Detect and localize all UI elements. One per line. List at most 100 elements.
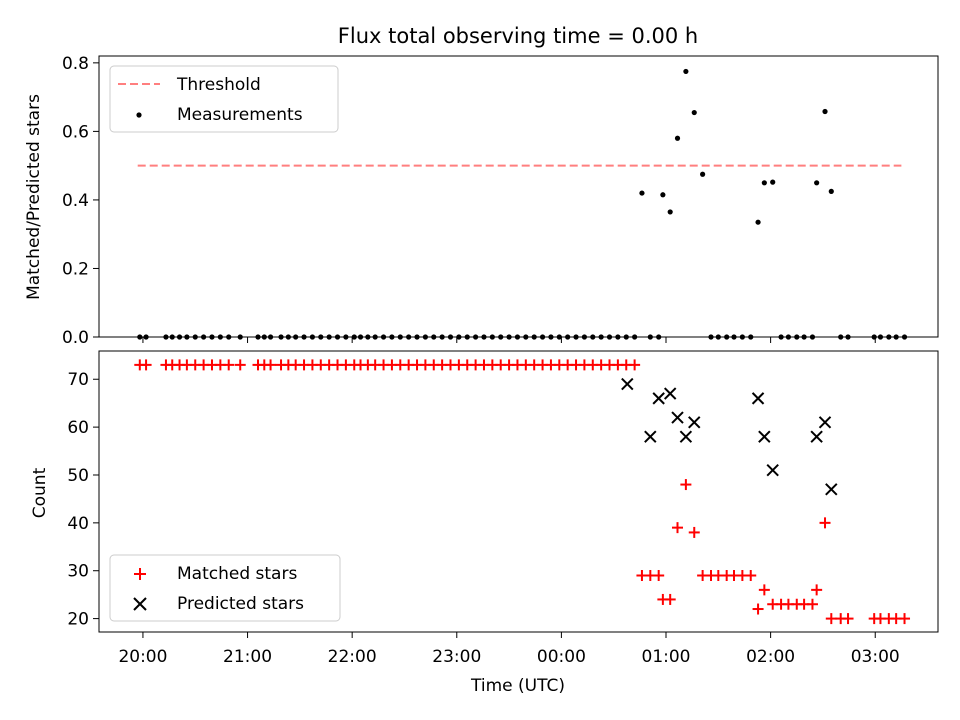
top-y-tick-label: 0.8: [62, 54, 89, 74]
predicted-star-marker-b: [818, 416, 832, 429]
measurement-point: [761, 180, 767, 186]
predicted-star-marker-b: [671, 411, 684, 424]
bottom-y-axis-label: Count: [30, 467, 50, 518]
measurement-point: [828, 188, 834, 194]
x-tick-label: 00:00: [537, 647, 586, 667]
bottom-legend: Matched stars Predicted stars: [109, 554, 341, 622]
predicted-star-point: [810, 430, 823, 443]
top-axes-frame: [98, 55, 939, 338]
legend-matched-swatch: [134, 568, 146, 580]
measurement-point: [822, 108, 828, 115]
x-tick-label: 21:00: [223, 647, 272, 667]
x-tick-label: 01:00: [642, 647, 691, 667]
predicted-star-point: [663, 387, 677, 400]
predicted-star-point: [825, 483, 838, 496]
legend-measurements-label: Measurements: [177, 105, 303, 125]
matched-star-point: [265, 359, 277, 371]
predicted-star-point: [818, 416, 832, 429]
bottom-y-tick-label: 60: [67, 418, 89, 438]
matched-star-point: [140, 359, 152, 371]
top-y-ticks: 0.0 0.2 0.4 0.6 0.8: [62, 54, 99, 348]
predicted-star-marker-b: [688, 416, 701, 429]
matched-star-point: [664, 593, 676, 605]
bottom-y-tick-label: 30: [67, 562, 89, 582]
matched-star-point: [758, 584, 770, 596]
predicted-star-marker-b: [766, 463, 779, 477]
predicted-star-point: [621, 377, 634, 391]
top-chart-title: Flux total observing time = 0.00 h: [338, 24, 698, 48]
matched-star-point: [745, 570, 757, 582]
predicted-star-marker-b: [621, 377, 634, 391]
predicted-star-point: [652, 392, 665, 405]
predicted-star-point: [644, 430, 657, 443]
predicted-star-marker-b: [825, 483, 838, 496]
matched-star-point: [223, 359, 235, 371]
top-legend-box: [109, 65, 339, 133]
measurement-point: [770, 179, 776, 185]
bottom-y-tick-label: 20: [67, 610, 89, 630]
x-tick-label: 23:00: [432, 647, 481, 667]
legend-predicted-label: Predicted stars: [177, 594, 304, 614]
predicted-star-point: [758, 430, 771, 443]
matched-star-point: [688, 526, 700, 538]
predicted-star-point: [766, 463, 779, 477]
top-y-tick-label: 0.2: [62, 259, 89, 279]
predicted-star-point: [679, 430, 693, 443]
bottom-y-ticks: 20 30 40 50 60 70: [67, 370, 99, 630]
measurement-point: [667, 209, 673, 215]
predicted-star-point: [751, 392, 765, 405]
top-y-tick-label: 0.4: [62, 191, 89, 211]
bottom-legend-box: [109, 554, 341, 622]
matched-star-point: [629, 359, 641, 371]
predicted-star-point: [671, 411, 684, 424]
matched-star-point: [680, 479, 692, 491]
matched-star-point: [234, 359, 246, 371]
legend-matched-label: Matched stars: [177, 564, 297, 584]
bottom-plot-area: [134, 359, 911, 625]
legend-predicted-swatch: [133, 597, 147, 611]
legend-threshold-label: Threshold: [176, 75, 261, 95]
x-tick-label: 02:00: [746, 647, 795, 667]
matched-star-point: [899, 613, 911, 625]
predicted-star-marker-b: [652, 392, 665, 405]
predicted-star-point: [688, 416, 701, 429]
measurement-point: [691, 109, 697, 116]
bottom-y-tick-label: 50: [67, 466, 89, 486]
top-y-tick-label: 0.0: [62, 328, 89, 348]
top-panel: Flux total observing time = 0.00 h Match…: [24, 24, 939, 348]
matched-star-point: [752, 603, 764, 615]
matched-star-point: [825, 613, 837, 625]
predicted-star-marker-b: [758, 430, 771, 443]
x-tick-label: 22:00: [328, 647, 377, 667]
top-y-axis-label: Matched/Predicted stars: [24, 94, 44, 300]
bottom-y-tick-label: 70: [67, 370, 89, 390]
x-tick-label: 03:00: [851, 647, 900, 667]
measurement-point: [814, 180, 820, 186]
bottom-panel: Count Time (UTC) 20 30 40 50 60 70 20:00 21:00…: [30, 350, 939, 696]
matched-star-point: [819, 517, 831, 529]
legend-predicted-swatch-b: [133, 597, 147, 611]
bottom-axes-frame: [98, 350, 939, 633]
top-legend: Threshold Measurements: [109, 65, 339, 133]
matched-star-point: [811, 584, 823, 596]
predicted-star-marker-b: [810, 430, 823, 443]
measurement-point: [674, 135, 681, 141]
measurement-point: [660, 192, 666, 198]
bottom-y-tick-label: 40: [67, 514, 89, 534]
matched-star-point: [653, 570, 665, 582]
measurement-point: [755, 219, 761, 225]
matched-star-point: [842, 613, 854, 625]
bottom-x-ticks: 20:00 21:00 22:00 23:00 00:00 01:00 02:00 03:00: [118, 632, 900, 667]
measurement-point: [683, 68, 689, 75]
matched-star-point: [806, 598, 818, 610]
measurement-point: [639, 190, 645, 196]
legend-measurements-swatch: [136, 112, 142, 118]
matched-star-point: [672, 522, 684, 534]
x-tick-label: 20:00: [118, 647, 167, 667]
predicted-star-marker-b: [679, 430, 693, 443]
predicted-star-marker-b: [751, 392, 765, 405]
top-y-tick-label: 0.6: [62, 122, 89, 142]
x-axis-label: Time (UTC): [470, 676, 565, 696]
measurement-point: [700, 171, 706, 177]
